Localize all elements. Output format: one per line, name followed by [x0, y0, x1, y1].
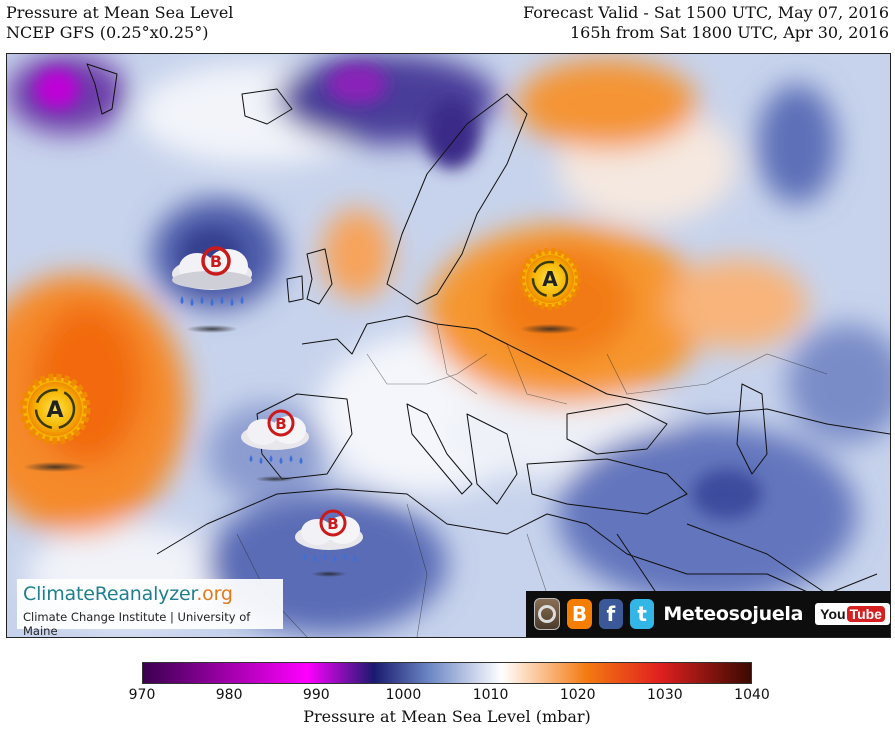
social-bar: B f t Meteosojuela You Tube — [526, 591, 890, 637]
blogger-icon[interactable]: B — [567, 599, 592, 629]
pressure-field: B A A — [7, 54, 890, 637]
colorbar-tick-label: 990 — [302, 687, 330, 703]
low-label: B — [327, 515, 338, 533]
high-pressure-icon: A — [19, 373, 91, 472]
map-title: Pressure at Mean Sea Level — [6, 3, 234, 22]
low-pressure-icon: B — [295, 509, 363, 577]
twitter-icon[interactable]: t — [629, 599, 655, 629]
low-label: B — [275, 415, 286, 433]
header-left: Pressure at Mean Sea Level NCEP GFS (0.2… — [6, 3, 233, 43]
climate-reanalyzer-logo[interactable]: ClimateReanalyzer.org Climate Change Ins… — [17, 579, 283, 637]
colorbar-tick-label: 1010 — [472, 687, 509, 703]
coastlines — [86, 63, 890, 637]
colorbar-tick-label: 1020 — [559, 687, 596, 703]
social-handle[interactable]: Meteosojuela — [663, 603, 804, 625]
model-label: NCEP GFS (0.25°x0.25°) — [6, 23, 209, 42]
colorbar-tick-label: 1000 — [385, 687, 422, 703]
pressure-map: B A A — [6, 53, 891, 638]
colorbar-tick-label: 980 — [215, 687, 243, 703]
logo-text: ClimateReanalyzer.org — [23, 583, 233, 605]
colorbar-tick-label: 1030 — [647, 687, 683, 703]
colorbar — [142, 662, 752, 684]
legend-title: Pressure at Mean Sea Level (mbar) — [303, 707, 591, 726]
low-pressure-icon: B — [241, 409, 309, 482]
forecast-valid: Forecast Valid - Sat 1500 UTC, May 07, 2… — [523, 3, 889, 22]
colorbar-ticks: 970 980 990 1000 1010 1020 1030 1040 — [129, 684, 770, 704]
youtube-icon[interactable]: You Tube — [815, 603, 890, 625]
low-label: B — [210, 252, 222, 271]
header-right: Forecast Valid - Sat 1500 UTC, May 07, 2… — [523, 3, 889, 43]
high-label: A — [46, 398, 63, 423]
color-legend: 970 980 990 1000 1010 1020 1030 1040 — [129, 662, 770, 704]
facebook-icon[interactable]: f — [598, 599, 623, 629]
forecast-lead: 165h from Sat 1800 UTC, Apr 30, 2016 — [570, 23, 889, 42]
high-pressure-icon: A — [519, 248, 581, 334]
logo-subtitle: Climate Change Institute | University of… — [23, 610, 251, 638]
low-pressure-icon: B — [172, 246, 252, 333]
colorbar-tick-label: 970 — [128, 687, 156, 703]
instagram-icon[interactable] — [534, 598, 561, 630]
colorbar-tick-label: 1040 — [734, 687, 770, 703]
high-label: A — [542, 267, 558, 291]
